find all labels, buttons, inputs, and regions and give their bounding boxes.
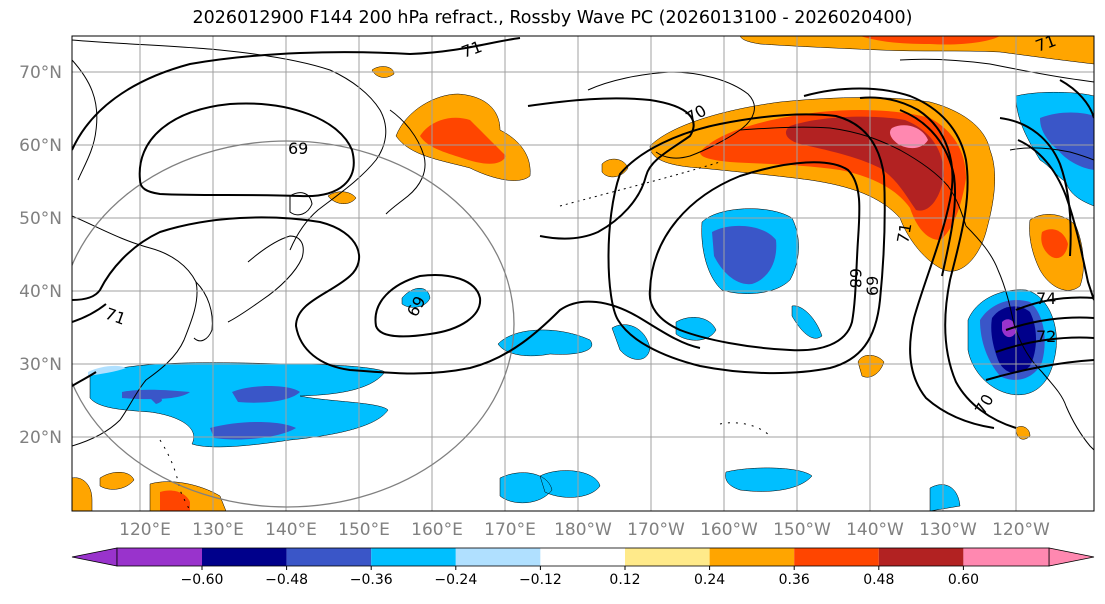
refractivity-contours xyxy=(72,37,1094,429)
lat-label: 40°N xyxy=(19,282,62,302)
latitude-labels: 70°N 60°N 50°N 40°N 30°N 20°N xyxy=(19,63,62,448)
lon-label: 120°E xyxy=(119,520,171,540)
region-circle xyxy=(72,140,515,508)
coastlines xyxy=(72,39,1094,511)
colorbar-arrow-right xyxy=(1048,547,1095,567)
lon-label: 170°W xyxy=(627,520,685,540)
anomaly-shading xyxy=(72,36,1094,511)
colorbar-segment xyxy=(286,548,372,566)
colorbar-segment xyxy=(371,548,456,566)
contour-label: 69 xyxy=(288,139,308,158)
colorbar-tick-label: −0.36 xyxy=(350,572,393,588)
lon-label: 140°E xyxy=(265,520,317,540)
lon-label: 150°W xyxy=(773,520,831,540)
shade-neg-small-6 xyxy=(499,470,601,503)
shade-neg-small-1 xyxy=(497,329,593,357)
lon-label: 150°E xyxy=(338,520,390,540)
shade-neg-small-3 xyxy=(401,288,431,308)
contour-label: 68 xyxy=(846,268,865,288)
shade-neg-band-west-light xyxy=(88,365,126,376)
shade-pos-small-5 xyxy=(1015,426,1031,440)
colorbar-segment xyxy=(117,548,202,566)
contour-label: 72 xyxy=(1036,327,1056,346)
colorbar-tick-label: 0.60 xyxy=(948,572,979,588)
lon-label: 130°E xyxy=(192,520,244,540)
shade-pos-small-3 xyxy=(857,355,885,378)
colorbar-outline xyxy=(116,547,1050,567)
map-title: 2026012900 F144 200 hPa refract., Rossby… xyxy=(192,8,913,28)
longitude-labels: 120°E 130°E 140°E 150°E 160°E 170°E 180°… xyxy=(119,520,1050,540)
shade-pos-alaska-extreme xyxy=(890,125,928,149)
lat-label: 20°N xyxy=(19,428,62,448)
shade-neg-small-8 xyxy=(929,484,961,511)
contour-label: 69 xyxy=(863,276,882,296)
colorbar-segment xyxy=(963,548,1049,566)
shade-neg-small-7 xyxy=(725,467,813,492)
colorbar-tick-label: −0.48 xyxy=(265,572,308,588)
colorbar: −0.60 −0.48 −0.36 −0.24 −0.12 0.12 0.24 0.36 0.4… xyxy=(71,547,1095,588)
lon-label: 120°W xyxy=(992,520,1050,540)
colorbar-segment xyxy=(540,548,625,566)
lat-label: 30°N xyxy=(19,355,62,375)
lon-label: 170°E xyxy=(484,520,536,540)
lat-label: 50°N xyxy=(19,209,62,229)
shade-pos-canada-red xyxy=(1041,229,1068,259)
colorbar-tick-label: 0.24 xyxy=(694,572,725,588)
map-frame xyxy=(71,35,1095,512)
contour-label: 74 xyxy=(1036,289,1056,308)
colorbar-segment xyxy=(794,548,879,566)
colorbar-tick-label: 0.12 xyxy=(609,572,640,588)
shade-pos-southwest-red xyxy=(160,490,190,511)
lon-label: 180°W xyxy=(554,520,612,540)
colorbar-segment xyxy=(709,548,795,566)
colorbar-segment xyxy=(455,548,541,566)
shade-neg-small-4 xyxy=(675,317,717,341)
shade-pos-top-edge xyxy=(739,36,1094,65)
lon-label: 160°W xyxy=(700,520,758,540)
shade-pos-kamchatka-red xyxy=(420,117,506,164)
colorbar-segment xyxy=(202,548,287,566)
shade-pos-small-1 xyxy=(327,191,357,204)
shade-neg-band-west-core xyxy=(122,386,300,440)
lat-label: 60°N xyxy=(19,136,62,156)
colorbar-tick-label: 0.36 xyxy=(779,572,810,588)
colorbar-arrow-left xyxy=(71,547,118,567)
shade-pos-top-edge-red xyxy=(860,36,1000,45)
shade-neg-central-core xyxy=(712,225,777,285)
contour-label: 71 xyxy=(1033,31,1059,56)
lat-label: 70°N xyxy=(19,63,62,83)
colorbar-segment xyxy=(625,548,710,566)
colorbar-tick-label: −0.24 xyxy=(434,572,477,588)
colorbar-tick-label: −0.60 xyxy=(181,572,224,588)
colorbar-tick-label: −0.12 xyxy=(519,572,562,588)
contour-label: 71 xyxy=(893,221,915,244)
lon-label: 160°E xyxy=(411,520,463,540)
colorbar-tick-label: 0.48 xyxy=(863,572,894,588)
lon-label: 140°W xyxy=(846,520,904,540)
lon-label: 130°W xyxy=(919,520,977,540)
colorbar-segment xyxy=(878,548,964,566)
shade-pos-small-6 xyxy=(99,472,135,490)
